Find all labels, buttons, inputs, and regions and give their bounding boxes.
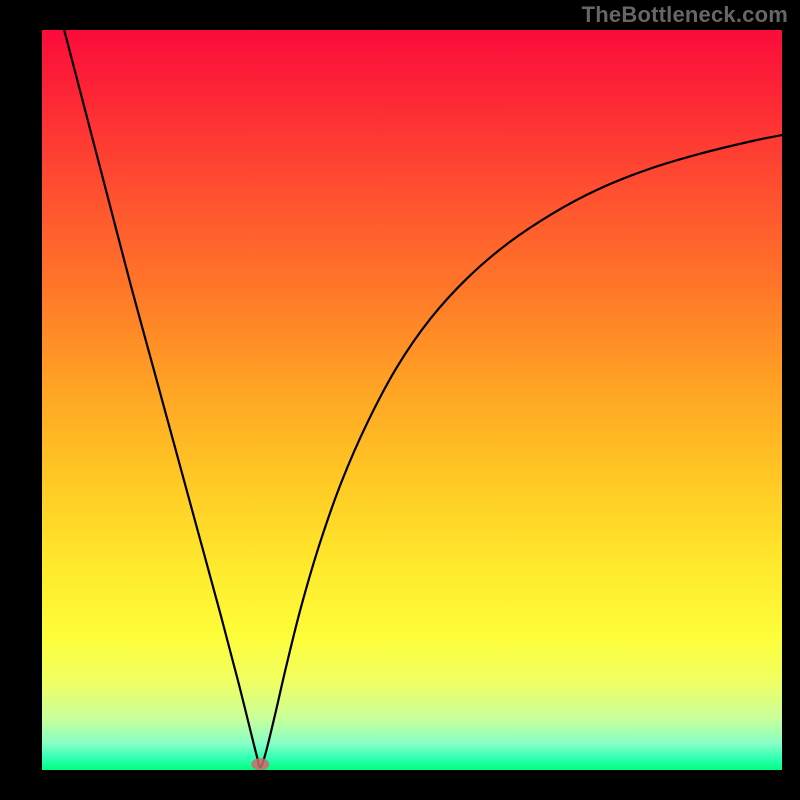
watermark-text: TheBottleneck.com [582, 2, 788, 28]
minimum-marker [251, 758, 269, 770]
bottleneck-chart [0, 0, 800, 800]
chart-container: { "canvas": { "width": 800, "height": 80… [0, 0, 800, 800]
gradient-background [42, 30, 782, 770]
